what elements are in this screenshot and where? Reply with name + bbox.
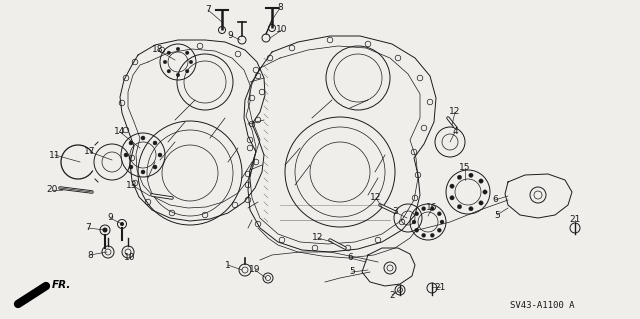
Text: 18: 18 — [152, 46, 164, 55]
Text: 9: 9 — [227, 31, 233, 40]
Circle shape — [141, 136, 145, 140]
Text: 7: 7 — [85, 224, 91, 233]
Circle shape — [479, 201, 483, 205]
Circle shape — [141, 170, 145, 174]
Text: 9: 9 — [107, 213, 113, 222]
Circle shape — [153, 141, 157, 145]
Text: 10: 10 — [276, 26, 288, 34]
Text: 11: 11 — [49, 151, 61, 160]
Text: 15: 15 — [460, 164, 471, 173]
Circle shape — [483, 190, 487, 194]
Text: 4: 4 — [452, 128, 458, 137]
Circle shape — [437, 228, 442, 232]
Circle shape — [422, 233, 426, 237]
Text: 20: 20 — [46, 186, 58, 195]
Text: 21: 21 — [435, 283, 445, 292]
Circle shape — [129, 165, 133, 169]
Circle shape — [415, 212, 419, 216]
Circle shape — [176, 47, 180, 51]
Circle shape — [458, 175, 461, 180]
Text: 13: 13 — [126, 181, 138, 189]
Circle shape — [468, 173, 473, 177]
Circle shape — [440, 220, 444, 224]
Circle shape — [163, 60, 167, 64]
Circle shape — [450, 184, 454, 189]
Text: 7: 7 — [205, 5, 211, 14]
Text: 10: 10 — [124, 254, 136, 263]
Circle shape — [437, 212, 442, 216]
Circle shape — [153, 165, 157, 169]
Text: 21: 21 — [570, 216, 580, 225]
Circle shape — [102, 227, 108, 233]
Text: 16: 16 — [426, 204, 438, 212]
Text: 2: 2 — [389, 291, 395, 300]
Circle shape — [167, 51, 171, 55]
Circle shape — [176, 73, 180, 77]
Text: 12: 12 — [312, 234, 324, 242]
Circle shape — [479, 179, 483, 183]
Text: 5: 5 — [349, 268, 355, 277]
Text: 12: 12 — [371, 194, 381, 203]
Text: 3: 3 — [392, 207, 398, 217]
Text: 1: 1 — [225, 261, 231, 270]
Circle shape — [415, 228, 419, 232]
Circle shape — [120, 222, 124, 226]
Text: 8: 8 — [87, 250, 93, 259]
Text: SV43-A1100 A: SV43-A1100 A — [510, 301, 575, 310]
Circle shape — [430, 207, 435, 211]
Text: 17: 17 — [84, 147, 96, 157]
Circle shape — [186, 70, 189, 73]
Circle shape — [468, 206, 473, 211]
Text: FR.: FR. — [52, 280, 72, 290]
Circle shape — [158, 153, 162, 157]
Text: 19: 19 — [249, 265, 260, 275]
Text: 14: 14 — [115, 128, 125, 137]
Circle shape — [189, 60, 193, 64]
Circle shape — [458, 204, 461, 209]
Circle shape — [124, 153, 128, 157]
Circle shape — [450, 196, 454, 200]
Circle shape — [422, 207, 426, 211]
Text: 8: 8 — [277, 4, 283, 12]
Circle shape — [167, 70, 171, 73]
Circle shape — [430, 233, 435, 237]
Text: 6: 6 — [347, 254, 353, 263]
Text: 6: 6 — [492, 196, 498, 204]
Text: 12: 12 — [449, 108, 461, 116]
Circle shape — [186, 51, 189, 55]
Circle shape — [412, 220, 416, 224]
Circle shape — [129, 141, 133, 145]
Text: 5: 5 — [494, 211, 500, 219]
